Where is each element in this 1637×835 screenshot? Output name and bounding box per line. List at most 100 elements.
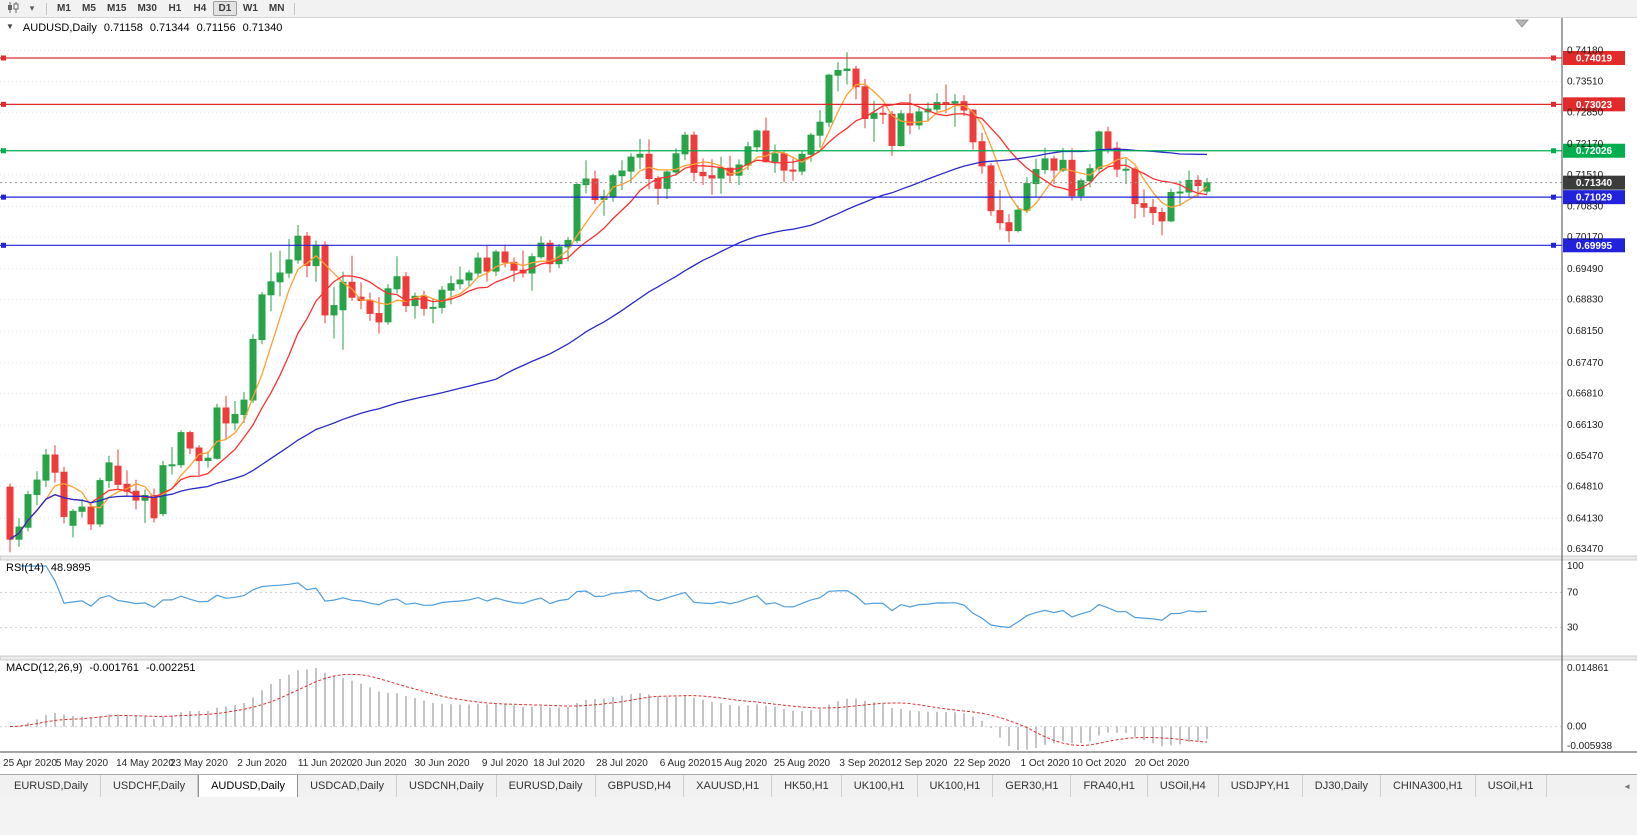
svg-text:30: 30	[1567, 623, 1579, 634]
svg-text:0.68150: 0.68150	[1567, 326, 1604, 337]
tab-fra40-h1[interactable]: FRA40,H1	[1071, 775, 1148, 797]
timeframe-button-m5[interactable]: M5	[82, 3, 96, 14]
grid-lines	[0, 49, 1562, 728]
svg-text:25 Aug 2020: 25 Aug 2020	[774, 758, 831, 769]
chart-type-dropdown-button[interactable]: ▾	[23, 1, 41, 17]
tab-usdjpy-h1[interactable]: USDJPY,H1	[1218, 775, 1303, 797]
svg-text:0.70170: 0.70170	[1567, 232, 1604, 243]
svg-text:-0.005938: -0.005938	[1567, 741, 1612, 752]
current-price-label	[1563, 175, 1625, 190]
svg-text:0.63470: 0.63470	[1567, 544, 1604, 555]
macd-group	[9, 668, 1208, 750]
svg-text:0.72026: 0.72026	[1576, 146, 1613, 157]
timeframe-buttons: M1 M5 M15 M30 H1 H4 D1 W1 MN	[52, 1, 289, 16]
price-label-0.72026	[1563, 143, 1625, 158]
tab-usdcnh-daily[interactable]: USDCNH,Daily	[397, 775, 497, 797]
timeframe-button-m15[interactable]: M15	[107, 3, 127, 14]
tab-usoil-h4[interactable]: USOil,H4	[1147, 775, 1219, 797]
tab-gbpusd-h4[interactable]: GBPUSD,H4	[595, 775, 685, 797]
rsi-value: 48.9895	[50, 562, 91, 574]
svg-text:2 Jun 2020: 2 Jun 2020	[237, 758, 287, 769]
timeframe-button-h4[interactable]: H4	[193, 3, 207, 14]
tab-xauusd-h1[interactable]: XAUUSD,H1	[684, 775, 773, 797]
ohlc-close: 0.71340	[242, 22, 283, 34]
tab-usoil-h1[interactable]: USOil,H1	[1475, 775, 1547, 797]
price-axis[interactable]: 0.74180 0.73510 0.72850 0.72170 0.71510 0.708…	[0, 18, 1637, 753]
timeframe-button-m30[interactable]: M30	[137, 3, 157, 14]
price-label-0.71029	[1563, 190, 1625, 205]
svg-text:0.00: 0.00	[1567, 722, 1587, 733]
tab-scroll-button[interactable]: ◄	[1623, 781, 1631, 791]
pane-collapse-icon[interactable]: ▼	[6, 22, 14, 31]
svg-text:20 Jun 2020: 20 Jun 2020	[351, 758, 406, 769]
svg-text:0.65470: 0.65470	[1567, 451, 1604, 462]
svg-text:0.66130: 0.66130	[1567, 420, 1604, 431]
macd-value-main: -0.001761	[89, 662, 139, 674]
svg-text:0.71029: 0.71029	[1576, 193, 1613, 204]
svg-text:12 Sep 2020: 12 Sep 2020	[891, 758, 948, 769]
svg-text:0.64130: 0.64130	[1567, 513, 1604, 524]
chart-type-button[interactable]	[4, 1, 22, 17]
svg-text:0.67470: 0.67470	[1567, 358, 1604, 369]
timeframe-toolbar: ▾ M1 M5 M15 M30 H1 H4 D1 W1 MN	[0, 0, 1637, 18]
tab-ger30-h1[interactable]: GER30,H1	[993, 775, 1072, 797]
macd-value-signal: -0.002251	[145, 662, 196, 674]
chart-ohlc-header: ▼ AUDUSD,Daily 0.71158 0.71344 0.71156 0…	[6, 22, 282, 34]
rsi-group	[19, 565, 1208, 629]
timeframe-button-mn[interactable]: MN	[268, 3, 285, 14]
rsi-line	[19, 565, 1208, 629]
svg-text:0.70830: 0.70830	[1567, 201, 1604, 212]
timeframe-button-h1[interactable]: H1	[168, 3, 182, 14]
svg-text:0.71340: 0.71340	[1576, 178, 1613, 189]
svg-text:0.68830: 0.68830	[1567, 295, 1604, 306]
svg-text:3 Sep 2020: 3 Sep 2020	[839, 758, 891, 769]
svg-text:11 Jun 2020: 11 Jun 2020	[298, 758, 353, 769]
macd-pane-header: MACD(12,26,9) -0.001761 -0.002251	[6, 662, 196, 674]
svg-text:10 Oct 2020: 10 Oct 2020	[1072, 758, 1127, 769]
tab-audusd-daily[interactable]: AUDUSD,Daily	[198, 775, 299, 797]
timeframe-button-w1[interactable]: W1	[242, 3, 258, 14]
tab-uk100-h1[interactable]: UK100,H1	[841, 775, 918, 797]
svg-text:18 Jul 2020: 18 Jul 2020	[533, 758, 585, 769]
chart-shift-marker[interactable]	[1515, 19, 1529, 28]
tab-eurusd-daily[interactable]: EURUSD,Daily	[2, 775, 101, 797]
svg-text:0.73510: 0.73510	[1567, 77, 1604, 88]
tab-eurusd-daily[interactable]: EURUSD,Daily	[496, 775, 596, 797]
tab-dj30-daily[interactable]: DJ30,Daily	[1302, 775, 1381, 797]
svg-text:100: 100	[1567, 561, 1584, 572]
tab-hk50-h1[interactable]: HK50,H1	[772, 775, 842, 797]
macd-label: MACD(12,26,9)	[6, 662, 83, 674]
timeframe-button-m1[interactable]: M1	[57, 3, 71, 14]
ma-fast-line	[9, 83, 1208, 540]
svg-text:70: 70	[1567, 587, 1579, 598]
svg-text:0.69490: 0.69490	[1567, 264, 1604, 275]
svg-text:0.72170: 0.72170	[1567, 139, 1604, 150]
ma-mid-line	[9, 102, 1208, 540]
horizontal-levels-group[interactable]: 0.74019 0.73023 0.72026 0.71029 0.69995 0.713…	[0, 50, 1625, 253]
svg-text:25 Apr 2020: 25 Apr 2020	[3, 758, 57, 769]
tab-usdchf-daily[interactable]: USDCHF,Daily	[100, 775, 199, 797]
svg-text:0.66810: 0.66810	[1567, 389, 1604, 400]
tab-usdcad-daily[interactable]: USDCAD,Daily	[298, 775, 398, 797]
tab-china300-h1[interactable]: CHINA300,H1	[1380, 775, 1476, 797]
timeframe-button-d1[interactable]: D1	[212, 1, 237, 16]
moving-averages-group	[9, 83, 1208, 540]
svg-text:15 Aug 2020: 15 Aug 2020	[711, 758, 768, 769]
svg-text:0.74019: 0.74019	[1576, 53, 1613, 64]
svg-text:1 Oct 2020: 1 Oct 2020	[1021, 758, 1070, 769]
svg-text:6 Aug 2020: 6 Aug 2020	[660, 758, 711, 769]
svg-text:9 Jul 2020: 9 Jul 2020	[482, 758, 529, 769]
svg-text:30 Jun 2020: 30 Jun 2020	[414, 758, 469, 769]
toolbar-separator	[46, 2, 47, 15]
pane-separators	[0, 555, 1637, 661]
candles-group	[6, 52, 1211, 553]
price-label-0.73023	[1563, 97, 1625, 112]
tab-uk100-h1[interactable]: UK100,H1	[917, 775, 994, 797]
svg-text:14 May 2020: 14 May 2020	[116, 758, 174, 769]
ohlc-low: 0.71156	[196, 22, 236, 34]
svg-text:5 May 2020: 5 May 2020	[56, 758, 109, 769]
chevron-down-icon: ▾	[29, 3, 35, 13]
toolbar-separator	[294, 2, 296, 15]
